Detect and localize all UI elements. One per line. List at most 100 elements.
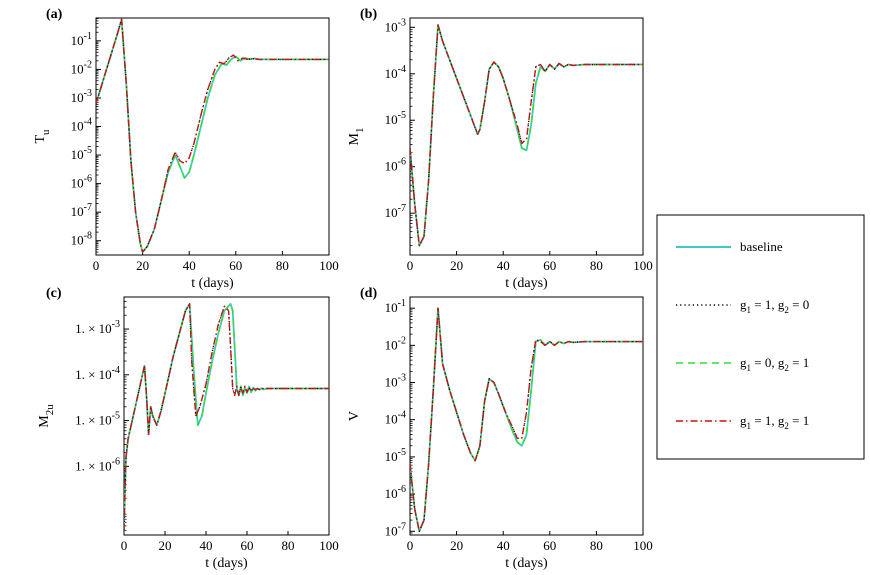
y-tick-base: 10 — [385, 523, 398, 538]
y-tick-exponent: -1 — [84, 31, 92, 42]
legend-eq: = — [751, 413, 765, 428]
y-tick-label: 10-3 — [385, 17, 406, 34]
y-axis-label: V — [347, 411, 362, 421]
series-group — [410, 24, 643, 247]
x-tick-label: 20 — [159, 538, 172, 553]
series-line-g1 — [410, 24, 643, 247]
x-tick-label: 20 — [136, 258, 149, 273]
series-line-g12 — [96, 18, 329, 253]
legend-g2-value: 0 — [803, 297, 810, 312]
y-tick-base: 1. × 10 — [75, 413, 112, 428]
legend-comma: , g — [771, 413, 785, 428]
y-tick-exponent: -3 — [398, 17, 406, 28]
y-tick-label: 10-7 — [71, 202, 92, 219]
y-axis-label-sub: 2u — [44, 404, 56, 416]
legend-g1-value: 0 — [765, 355, 772, 370]
legend-g2-sub: 2 — [784, 305, 789, 315]
y-tick-label: 10-1 — [385, 298, 406, 315]
legend-entry-g12: g1 = 1, g2 = 1 — [676, 413, 809, 431]
y-tick-exponent: -1 — [398, 298, 406, 309]
legend-entry-g1: g1 = 1, g2 = 0 — [676, 297, 809, 315]
y-tick-label: 10-4 — [385, 64, 406, 81]
y-tick-label: 10-6 — [385, 157, 406, 174]
legend-label: baseline — [740, 239, 783, 254]
x-tick-label: 20 — [450, 258, 463, 273]
x-tick-label: 100 — [633, 258, 653, 273]
legend-comma: , g — [771, 297, 785, 312]
y-tick-exponent: -6 — [84, 174, 92, 185]
x-tick-label: 60 — [229, 258, 242, 273]
legend-g2-sub: 2 — [784, 421, 789, 431]
x-tick-label: 20 — [450, 538, 463, 553]
y-tick-label: 10-6 — [71, 174, 92, 191]
plot-frame — [409, 17, 644, 256]
x-tick-label: 0 — [121, 538, 128, 553]
x-axis-label: t (days) — [191, 276, 234, 291]
panel-label: (d) — [360, 286, 377, 301]
y-tick-exponent: -6 — [398, 157, 406, 168]
x-tick-label: 60 — [543, 538, 556, 553]
y-tick-label: 10-4 — [71, 117, 92, 134]
y-tick-exponent: -7 — [398, 521, 406, 532]
legend-g1-symbol: g — [740, 297, 747, 312]
y-axis-label-sub: 1 — [354, 128, 366, 134]
x-tick-label: 40 — [497, 258, 510, 273]
y-tick-base: 10 — [385, 337, 398, 352]
legend-label: g1 = 1, g2 = 1 — [740, 413, 809, 431]
y-axis-label-main: V — [347, 411, 362, 421]
y-tick-base: 10 — [385, 19, 398, 34]
x-tick-label: 100 — [319, 258, 339, 273]
y-tick-label: 1. × 10-4 — [75, 365, 120, 382]
y-axis-label: M1 — [347, 128, 366, 146]
y-tick-exponent: -5 — [398, 110, 406, 121]
y-tick-exponent: -3 — [84, 88, 92, 99]
y-tick-label: 1. × 10-6 — [75, 456, 120, 473]
series-line-g12 — [410, 307, 643, 532]
series-line-g2 — [96, 18, 329, 253]
legend-eq: = — [751, 297, 765, 312]
y-tick-label: 10-8 — [71, 231, 92, 248]
panel-label: (c) — [46, 286, 62, 301]
y-tick-label: 10-3 — [385, 373, 406, 390]
y-tick-base: 1. × 10 — [75, 458, 112, 473]
y-tick-exponent: -6 — [112, 456, 120, 467]
y-tick-label: 10-5 — [71, 145, 92, 162]
series-line-baseline — [96, 18, 329, 254]
y-axis-label-main: T — [33, 135, 48, 144]
x-tick-label: 40 — [200, 538, 213, 553]
y-tick-base: 10 — [71, 90, 84, 105]
series-line-g2 — [124, 303, 329, 531]
y-tick-exponent: -5 — [112, 411, 120, 422]
y-axis-label-sub: u — [40, 129, 52, 135]
x-tick-label: 100 — [319, 538, 339, 553]
legend-eq: = — [789, 355, 803, 370]
panel-a: 0 20 40 60 80 10010-110-210-310-410-510-610-7… — [33, 7, 339, 291]
y-axis-label-main: M — [37, 415, 52, 428]
x-tick-label: 80 — [282, 538, 295, 553]
y-tick-base: 10 — [385, 159, 398, 174]
x-axis-label: t (days) — [505, 276, 548, 291]
panel-label: (b) — [360, 7, 377, 22]
series-line-baseline — [124, 302, 329, 531]
y-tick-label: 10-3 — [71, 88, 92, 105]
y-tick-label: 10-5 — [385, 447, 406, 464]
y-axis-label: M2u — [37, 404, 56, 428]
legend-eq: = — [751, 355, 765, 370]
x-tick-label: 0 — [93, 258, 100, 273]
y-tick-label: 10-2 — [71, 59, 92, 76]
legend-g1-value: 1 — [765, 297, 772, 312]
x-tick-label: 0 — [407, 538, 414, 553]
plot-frame — [95, 17, 330, 256]
panel-label: (a) — [46, 7, 63, 22]
series-line-g2 — [410, 24, 643, 247]
legend-label: g1 = 0, g2 = 1 — [740, 355, 809, 373]
legend-eq: = — [789, 413, 803, 428]
series-group — [96, 18, 329, 254]
y-tick-label: 10-6 — [385, 484, 406, 501]
y-tick-label: 10-7 — [385, 521, 406, 538]
y-tick-exponent: -4 — [398, 64, 406, 75]
x-tick-label: 40 — [497, 538, 510, 553]
x-tick-label: 0 — [407, 258, 414, 273]
